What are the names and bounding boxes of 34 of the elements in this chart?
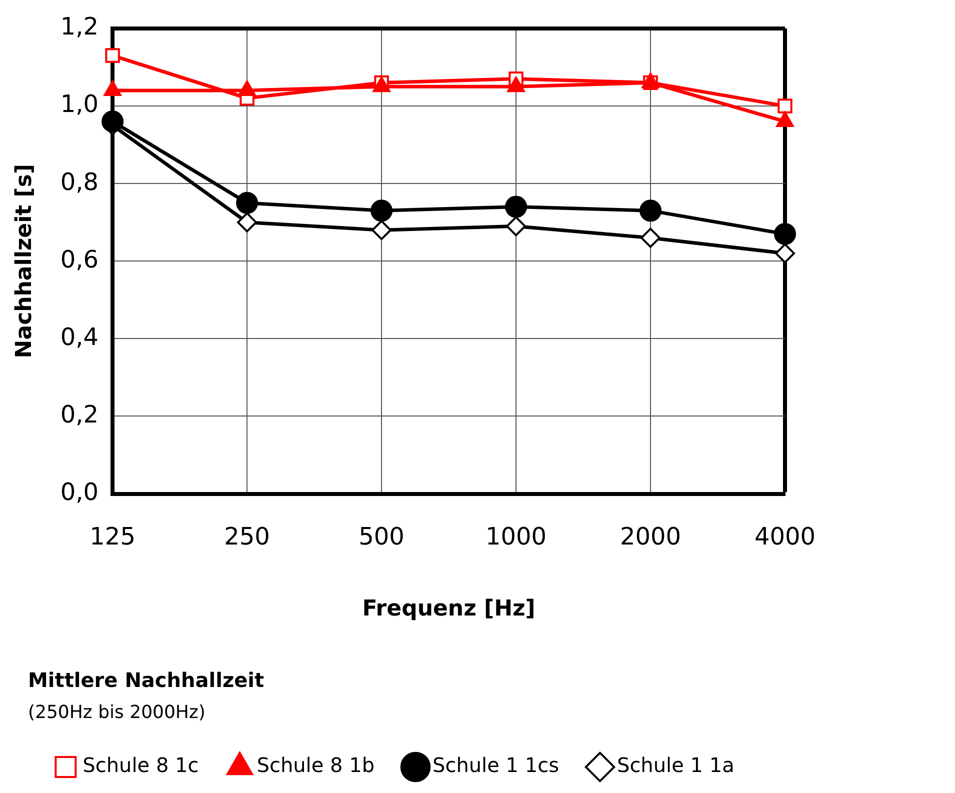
x-tick-label: 2000	[620, 522, 682, 550]
x-tick-label: 125	[90, 522, 136, 550]
legend-label: Schule 1 1cs	[432, 753, 559, 778]
point	[506, 216, 526, 236]
legend-label: Schule 8 1b	[256, 753, 375, 778]
point	[640, 228, 661, 248]
point	[640, 200, 662, 222]
point	[102, 110, 124, 132]
point	[372, 220, 392, 240]
point	[370, 200, 393, 222]
point	[778, 98, 792, 114]
legend-label: Schule 8 1c	[82, 753, 199, 778]
y-tick-label: 0,4	[60, 322, 99, 351]
y-tick-label: 0,6	[60, 245, 99, 274]
point	[237, 212, 258, 232]
x-tick-label: 1000	[485, 522, 547, 550]
y-axis-title: Nachhallzeit [s]	[12, 164, 37, 358]
point	[774, 222, 796, 245]
y-tick-label: 1,0	[60, 90, 99, 118]
point	[505, 196, 528, 218]
x-tick-label: 4000	[754, 522, 816, 550]
x-axis-title: Frequenz [Hz]	[362, 596, 536, 622]
y-tick-label: 0,0	[60, 478, 99, 506]
y-tick-label: 0,2	[60, 400, 99, 428]
y-tick-label: 1,2	[60, 12, 99, 41]
point	[105, 48, 120, 63]
text: Mittlere Nachhallzeit	[28, 668, 264, 692]
text: (250Hz bis 2000Hz)	[28, 702, 206, 723]
legend-label: Schule 1 1a	[616, 753, 734, 778]
x-tick-label: 250	[224, 522, 270, 550]
point	[775, 243, 795, 264]
y-tick-label: 0,8	[60, 168, 99, 196]
x-tick-label: 500	[358, 522, 404, 550]
point	[236, 192, 258, 214]
